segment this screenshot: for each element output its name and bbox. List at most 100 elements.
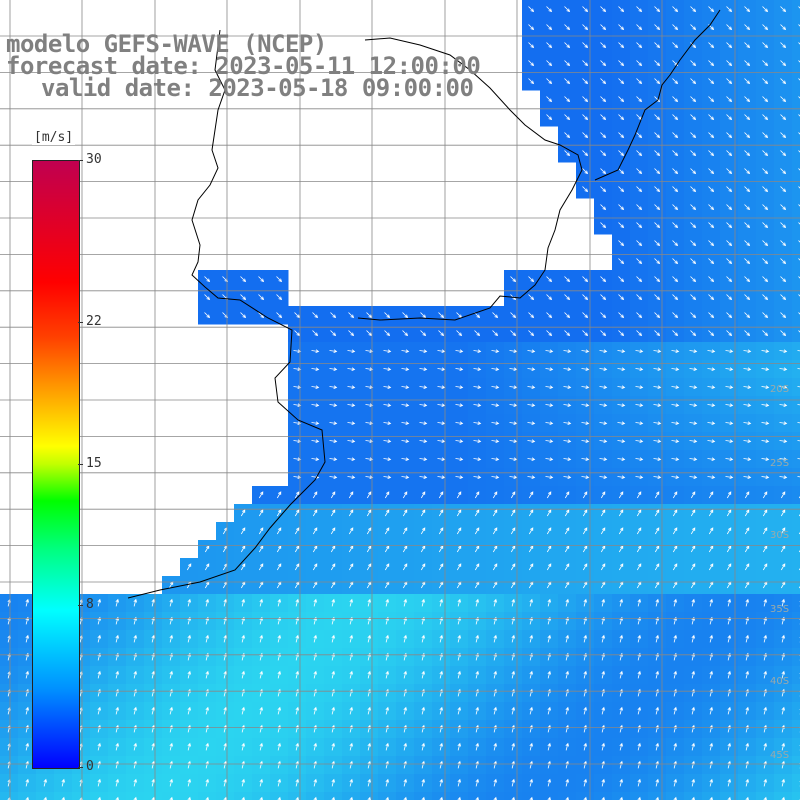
wind-arrow: [761, 385, 770, 389]
wind-arrow: [582, 42, 589, 49]
wind-arrow: [493, 706, 497, 715]
wind-arrow: [618, 186, 625, 193]
wind-arrow: [61, 778, 65, 787]
wind-arrow: [240, 294, 247, 301]
wind-arrow: [133, 670, 137, 679]
wind-arrow: [313, 670, 317, 679]
colorbar-tick-mark: [78, 605, 83, 607]
wind-arrow: [528, 60, 535, 67]
wind-arrow: [726, 240, 733, 247]
wind-arrow: [798, 204, 800, 207]
wind-arrow: [277, 742, 281, 751]
wind-arrow: [707, 475, 716, 479]
wind-arrow: [708, 222, 715, 229]
wind-arrow: [619, 634, 623, 643]
wind-arrow: [330, 545, 336, 553]
wind-arrow: [797, 440, 800, 442]
wind-arrow: [348, 527, 354, 535]
wind-arrow: [654, 258, 661, 265]
wind-arrow: [654, 24, 661, 31]
wind-arrow: [276, 312, 283, 319]
wind-arrow: [654, 204, 661, 211]
wind-arrow: [313, 598, 317, 607]
wind-arrow: [708, 527, 714, 535]
lat-label: 25S: [770, 458, 789, 469]
wind-arrow: [455, 349, 464, 353]
wind-arrow: [545, 475, 554, 479]
wind-arrow: [277, 598, 281, 607]
wind-arrow: [115, 778, 119, 787]
wind-arrow: [384, 527, 390, 535]
ocean-cell: [612, 792, 631, 800]
wind-arrow: [797, 476, 800, 478]
wind-arrow: [636, 491, 642, 499]
wind-arrow: [780, 42, 787, 49]
wind-arrow: [294, 527, 300, 535]
wind-arrow: [456, 330, 463, 337]
wind-arrow: [473, 385, 482, 389]
wind-arrow: [294, 509, 300, 517]
ocean-cell: [450, 792, 469, 800]
colorbar-unit: [m/s]: [32, 130, 76, 145]
wind-arrow: [762, 204, 769, 211]
wind-arrow: [601, 670, 605, 679]
wind-arrow: [223, 706, 227, 715]
wind-arrow: [725, 439, 734, 443]
ocean-cell: [792, 576, 800, 595]
wind-arrow: [601, 634, 605, 643]
wind-arrow: [366, 545, 372, 553]
wind-arrow: [384, 509, 390, 517]
wind-arrow: [636, 168, 643, 175]
wind-arrow: [761, 457, 770, 461]
wind-arrow: [492, 330, 499, 337]
wind-arrow: [725, 457, 734, 461]
wind-arrow: [403, 760, 407, 769]
wind-arrow: [709, 706, 713, 715]
wind-arrow: [493, 670, 497, 679]
wind-arrow: [762, 168, 769, 175]
wind-arrow: [347, 421, 356, 425]
wind-arrow: [762, 60, 769, 67]
wind-arrow: [528, 42, 535, 49]
wind-arrow: [726, 132, 733, 139]
wind-arrow: [600, 60, 607, 67]
ocean-cell: [792, 108, 800, 127]
wind-arrow: [779, 403, 788, 407]
wind-arrow: [798, 258, 800, 261]
wind-arrow: [293, 403, 302, 407]
wind-arrow: [654, 6, 661, 13]
wind-arrow: [473, 349, 482, 353]
wind-arrow: [384, 491, 390, 499]
wind-arrow: [672, 240, 679, 247]
wind-arrow: [528, 24, 535, 31]
wind-arrow: [384, 312, 391, 319]
wind-arrow: [385, 670, 389, 679]
wind-arrow: [743, 367, 752, 371]
wind-arrow: [492, 563, 498, 571]
wind-arrow: [25, 706, 29, 715]
wind-arrow: [707, 457, 716, 461]
wind-arrow: [745, 742, 749, 751]
wind-arrow: [401, 385, 410, 389]
wind-arrow: [763, 742, 767, 751]
wind-arrow: [762, 294, 769, 301]
wind-arrow: [726, 222, 733, 229]
wind-arrow: [708, 491, 714, 499]
wind-arrow: [780, 78, 787, 85]
wind-arrow: [690, 78, 697, 85]
wind-arrow: [528, 527, 534, 535]
wind-arrow: [726, 186, 733, 193]
wind-arrow: [401, 457, 410, 461]
wind-arrow: [725, 403, 734, 407]
wind-arrow: [258, 491, 264, 499]
ocean-cell: [306, 792, 325, 800]
wind-arrow: [312, 509, 318, 517]
wind-arrow: [169, 706, 173, 715]
wind-arrow: [383, 421, 392, 425]
wind-arrow: [635, 367, 644, 371]
wind-arrow: [708, 6, 715, 13]
wind-arrow: [726, 204, 733, 211]
wind-arrow: [438, 312, 445, 319]
wind-arrow: [402, 509, 408, 517]
ocean-cell: [0, 792, 19, 800]
